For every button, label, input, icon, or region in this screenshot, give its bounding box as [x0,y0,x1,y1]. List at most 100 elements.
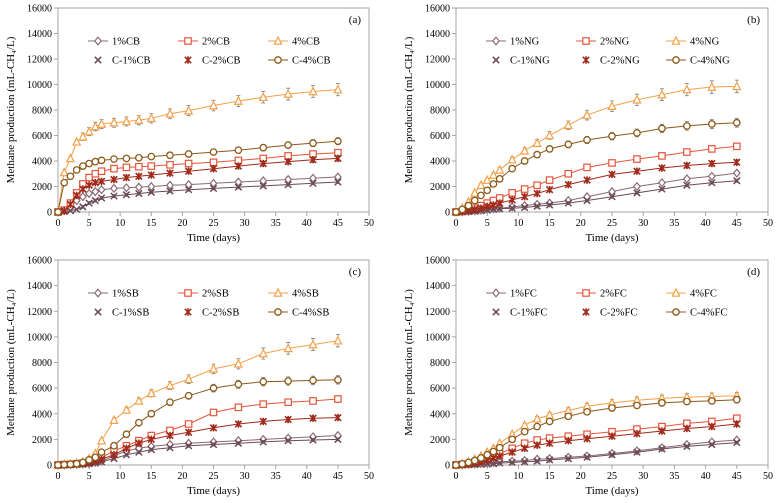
data-point [483,202,491,211]
x-tick-label: 10 [115,471,125,482]
data-point [708,159,716,168]
data-point [683,442,691,451]
data-point [284,415,292,424]
data-point [708,145,716,153]
x-tick-label: 25 [209,471,219,482]
data-point [122,444,131,453]
data-point [334,154,342,163]
data-point [147,409,156,418]
chart-panel: 0 2000 4000 6000 8000 10000 12000 14000 16000 0 5 1… [5,4,374,245]
y-axis-label: Methane production (mL-CH₄/L) [403,289,415,436]
data-point [209,440,218,449]
data-point [683,424,691,433]
data-point [135,448,143,456]
data-point [633,189,641,197]
data-point [508,458,516,467]
legend-marker [582,308,590,316]
data-point [733,420,741,428]
data-point [91,178,100,187]
data-point [464,458,473,467]
x-tick-label: 40 [302,218,312,229]
data-point [122,183,131,193]
data-point [184,105,194,115]
data-point [60,206,68,215]
data-point [85,199,93,207]
data-point [259,182,267,190]
legend-marker [94,56,102,64]
data-point [564,412,573,421]
data-point [308,86,318,96]
legend-label: 1%NG [510,37,540,48]
y-tick-label: 4000 [430,157,450,168]
y-tick-label: 8000 [430,106,450,117]
data-point [184,373,194,383]
data-point [470,196,479,205]
legend-label: 1%FC [510,289,537,300]
data-point [184,442,193,450]
legend-marker [492,308,500,316]
data-point [60,178,69,187]
data-point [508,196,516,204]
x-tick-label: 45 [732,471,742,482]
data-point [470,187,480,197]
data-point [470,205,479,214]
data-point [78,191,87,202]
x-tick-label: 0 [454,471,459,482]
series-C-4%CB [54,137,342,216]
data-point [234,420,243,428]
x-tick-label: 35 [669,471,679,482]
data-point [520,203,529,212]
data-point [59,167,69,177]
data-point [658,445,666,453]
data-point [583,434,591,443]
data-point [72,136,82,146]
data-point [583,453,591,462]
x-axis-label: Time (days) [187,485,240,497]
data-point [60,460,69,469]
data-point [533,441,541,449]
data-point [166,398,174,407]
data-point [209,164,218,173]
x-tick-label: 0 [454,218,459,229]
data-point [79,458,87,467]
data-point [91,453,100,462]
data-point [489,447,498,456]
data-point [54,208,62,216]
y-tick-label: 0 [445,208,450,219]
data-point [54,461,62,469]
data-point [308,339,318,349]
x-tick-label: 10 [115,218,125,229]
y-tick-label: 6000 [32,384,52,395]
data-point [708,178,716,187]
x-axis-label: Time (days) [585,232,638,244]
data-point [65,153,76,163]
data-point [707,120,716,128]
data-point [97,448,106,457]
data-point [258,91,268,102]
data-point [91,169,100,178]
data-point [334,375,342,384]
legend-marker [274,308,282,316]
y-axis-label: Methane production (mL-CH₄/L) [403,36,415,183]
x-tick-label: 5 [87,471,92,482]
x-tick-label: 0 [56,471,61,482]
data-point [683,122,691,130]
y-tick-label: 12000 [27,55,52,66]
y-tick-label: 2000 [32,182,52,193]
data-point [96,435,107,445]
data-point [507,154,517,164]
data-point [532,413,542,423]
series-C-4%FC [452,395,741,469]
data-point [135,162,143,171]
x-tick-label: 30 [240,471,250,482]
data-point [607,100,617,110]
data-point [477,204,485,212]
legend-label: C-2%SB [202,308,239,319]
series-C-4%NG [452,117,741,216]
data-point [632,181,641,192]
data-point [564,169,573,178]
x-tick-label: 15 [545,218,555,229]
legend-marker [582,37,590,45]
data-point [97,455,106,463]
legend-marker [273,287,283,297]
